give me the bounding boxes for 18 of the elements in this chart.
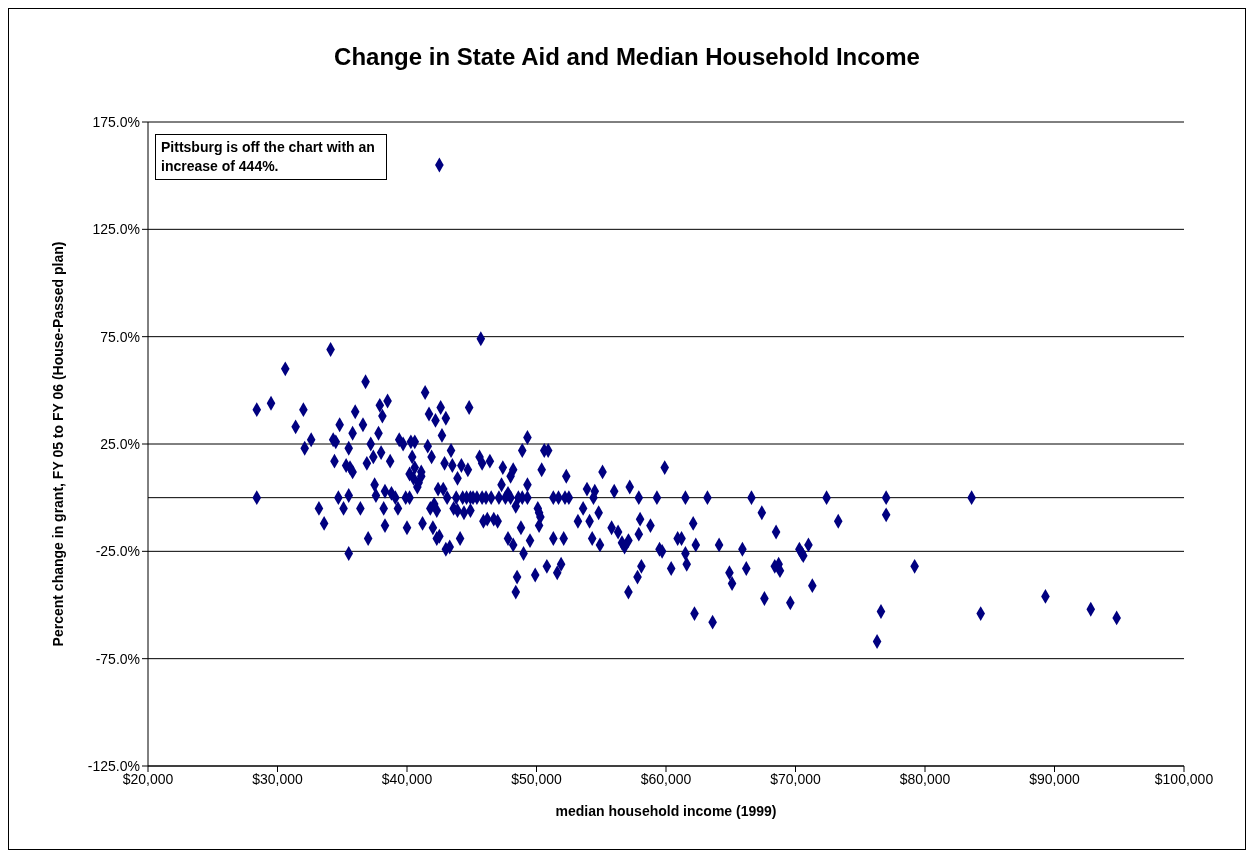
y-tick-label: 125.0%: [92, 221, 140, 238]
x-tick-label: $50,000: [511, 770, 563, 787]
x-tick-label: $40,000: [381, 770, 433, 787]
y-axis-title: Percent change in grant, FY 05 to FY 06 (House-Passed plan): [49, 241, 66, 647]
x-tick-label: $30,000: [252, 770, 304, 787]
chart-title: Change in State Aid and Median Household Income: [333, 43, 921, 71]
y-tick-label: 75.0%: [100, 328, 140, 345]
x-tick-label: $90,000: [1029, 770, 1081, 787]
x-tick-label: $60,000: [640, 770, 692, 787]
x-axis-title: median household income (1999): [555, 803, 777, 819]
y-tick-label: 25.0%: [100, 435, 140, 452]
y-tick-label: -25.0%: [95, 543, 140, 560]
annotation: Pittsburg is off the chart with an increase of 444%.: [155, 134, 387, 180]
x-tick-label: $100,000: [1154, 770, 1214, 787]
x-tick-label: $80,000: [899, 770, 951, 787]
y-tick-label: -75.0%: [95, 650, 140, 667]
y-tick-label: 175.0%: [92, 113, 140, 130]
x-tick-label: $70,000: [770, 770, 822, 787]
